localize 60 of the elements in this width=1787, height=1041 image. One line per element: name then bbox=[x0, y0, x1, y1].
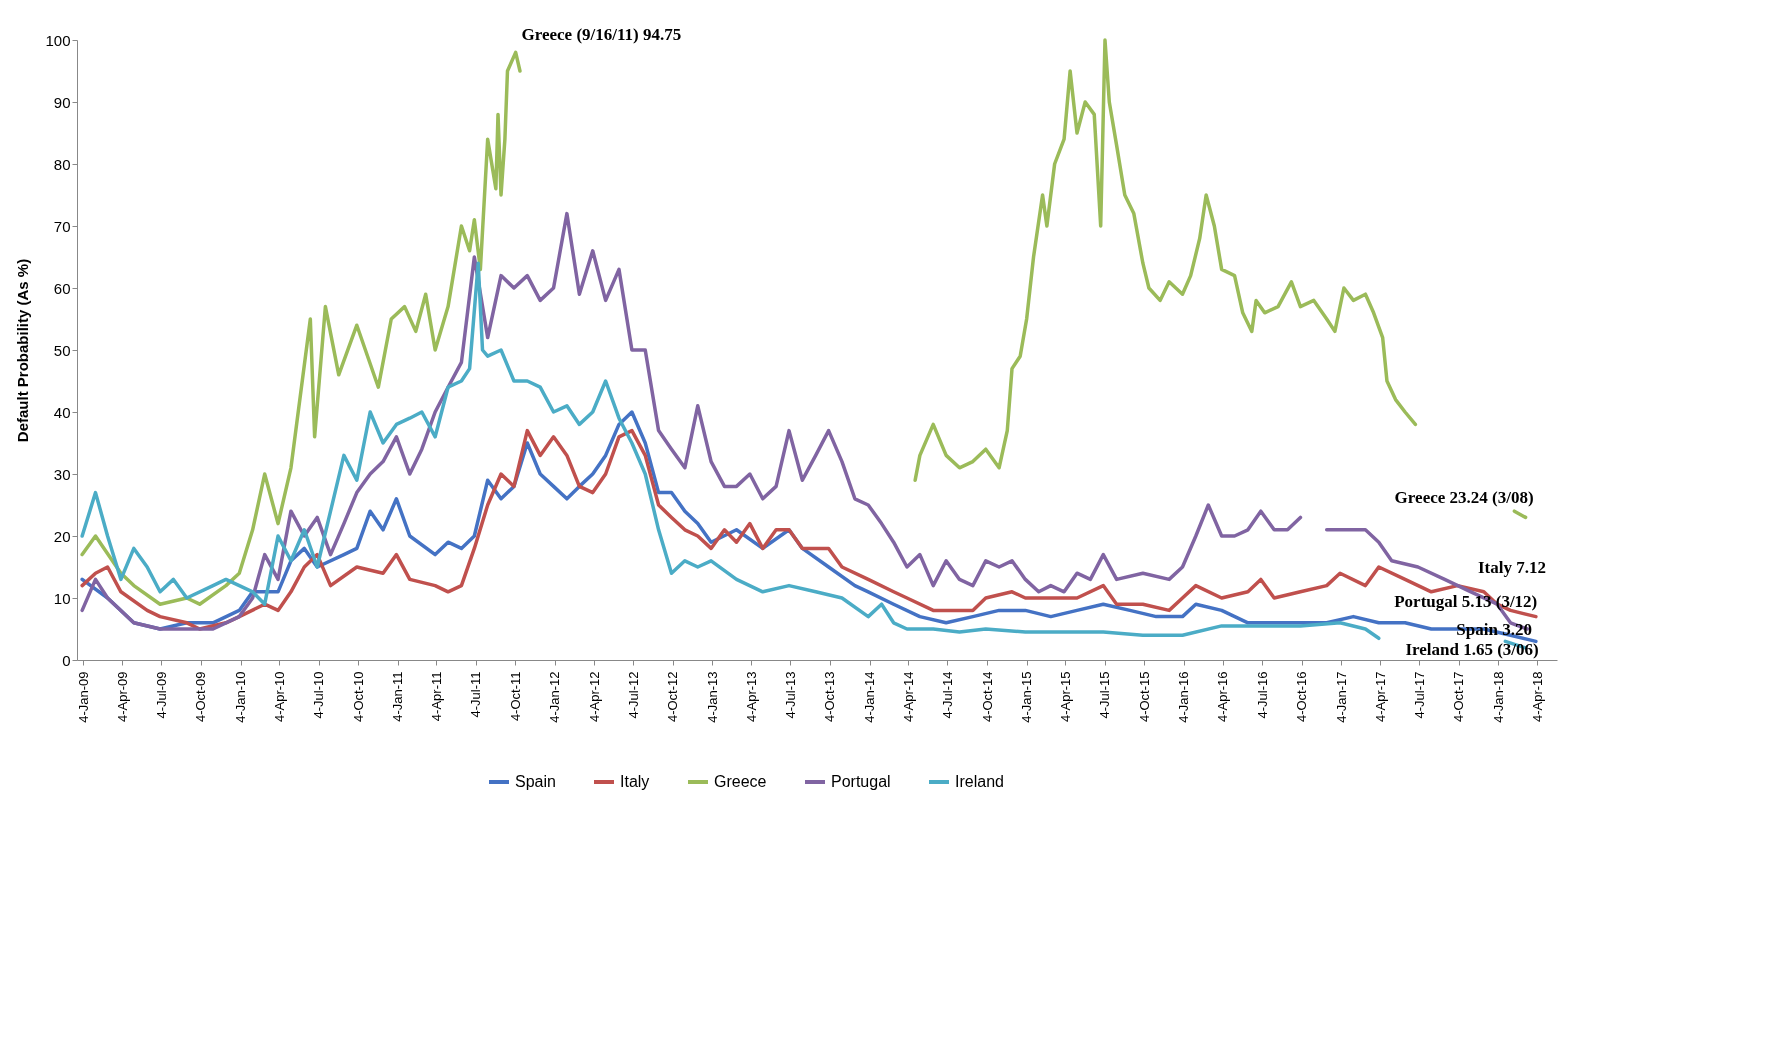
x-tick-label: 4-Apr-15 bbox=[1057, 671, 1073, 723]
legend-label: Portugal bbox=[831, 773, 891, 790]
x-tick-label: 4-Apr-09 bbox=[114, 671, 130, 723]
x-tick-label: 4-Oct-14 bbox=[979, 671, 995, 723]
y-tick-label: 30 bbox=[53, 465, 71, 483]
x-tick-label: 4-Oct-10 bbox=[350, 671, 366, 723]
x-tick-label: 4-Jan-10 bbox=[233, 671, 249, 723]
x-tick-label: 4-Jan-11 bbox=[390, 671, 406, 722]
x-tick-label: 4-Apr-14 bbox=[900, 671, 916, 723]
x-tick-label: 4-Jan-09 bbox=[75, 671, 91, 723]
x-tick-label: 4-Jan-16 bbox=[1176, 671, 1192, 723]
x-tick-label: 4-Apr-16 bbox=[1215, 671, 1231, 723]
x-tick-label: 4-Oct-16 bbox=[1294, 671, 1310, 723]
y-tick-label: 50 bbox=[53, 341, 71, 359]
x-tick-label: 4-Apr-13 bbox=[743, 671, 759, 723]
legend-label: Italy bbox=[620, 773, 650, 790]
x-tick-label: 4-Jul-17 bbox=[1411, 671, 1427, 719]
y-tick-label: 40 bbox=[53, 403, 71, 421]
y-tick-label: 100 bbox=[45, 31, 71, 49]
y-tick-label: 20 bbox=[53, 527, 71, 545]
y-tick-label: 80 bbox=[53, 155, 71, 173]
annotation: Greece (9/16/11) 94.75 bbox=[521, 24, 682, 44]
x-tick-label: 4-Apr-11 bbox=[428, 671, 444, 722]
y-tick-label: 0 bbox=[62, 651, 71, 669]
x-tick-label: 4-Jul-13 bbox=[782, 671, 798, 719]
x-tick-label: 4-Jul-10 bbox=[311, 671, 326, 719]
x-tick-label: 4-Jan-17 bbox=[1333, 671, 1349, 723]
x-tick-label: 4-Jan-18 bbox=[1490, 671, 1506, 723]
annotation: Greece 23.24 (3/08) bbox=[1394, 487, 1534, 507]
y-tick-label: 60 bbox=[53, 279, 71, 297]
x-tick-label: 4-Jan-15 bbox=[1019, 671, 1035, 723]
x-tick-label: 4-Oct-15 bbox=[1136, 671, 1152, 723]
y-tick-label: 10 bbox=[53, 589, 71, 607]
annotation: Ireland 1.65 (3/06) bbox=[1405, 639, 1539, 659]
x-tick-label: 4-Oct-17 bbox=[1451, 671, 1467, 723]
x-tick-label: 4-Oct-12 bbox=[665, 671, 681, 723]
x-tick-label: 4-Jan-14 bbox=[862, 671, 878, 723]
x-tick-label: 4-Jan-13 bbox=[704, 671, 720, 723]
x-tick-label: 4-Jul-14 bbox=[939, 671, 955, 719]
annotation: Portugal 5.13 (3/12) bbox=[1394, 592, 1538, 612]
x-tick-label: 4-Jul-11 bbox=[468, 671, 484, 718]
annotation: Italy 7.12 bbox=[1477, 557, 1546, 577]
x-tick-label: 4-Oct-11 bbox=[507, 671, 523, 722]
x-tick-label: 4-Oct-13 bbox=[822, 671, 838, 723]
y-tick-label: 70 bbox=[53, 217, 71, 235]
x-tick-label: 4-Apr-10 bbox=[271, 671, 287, 723]
x-tick-label: 4-Apr-17 bbox=[1372, 671, 1388, 723]
y-tick-label: 90 bbox=[53, 93, 71, 111]
legend-label: Greece bbox=[714, 773, 767, 790]
x-tick-label: 4-Apr-18 bbox=[1529, 671, 1545, 723]
y-axis-title: Default Probability (As %) bbox=[14, 258, 32, 443]
legend-label: Ireland bbox=[955, 773, 1004, 790]
x-tick-label: 4-Oct-09 bbox=[193, 671, 209, 723]
x-tick-label: 4-Jul-12 bbox=[625, 671, 641, 719]
x-tick-label: 4-Jan-12 bbox=[547, 671, 563, 723]
legend-label: Spain bbox=[515, 773, 556, 790]
x-tick-label: 4-Jul-09 bbox=[153, 671, 169, 719]
x-tick-label: 4-Jul-15 bbox=[1097, 671, 1113, 719]
x-tick-label: 4-Apr-12 bbox=[586, 671, 602, 723]
x-tick-label: 4-Jul-16 bbox=[1254, 671, 1270, 719]
